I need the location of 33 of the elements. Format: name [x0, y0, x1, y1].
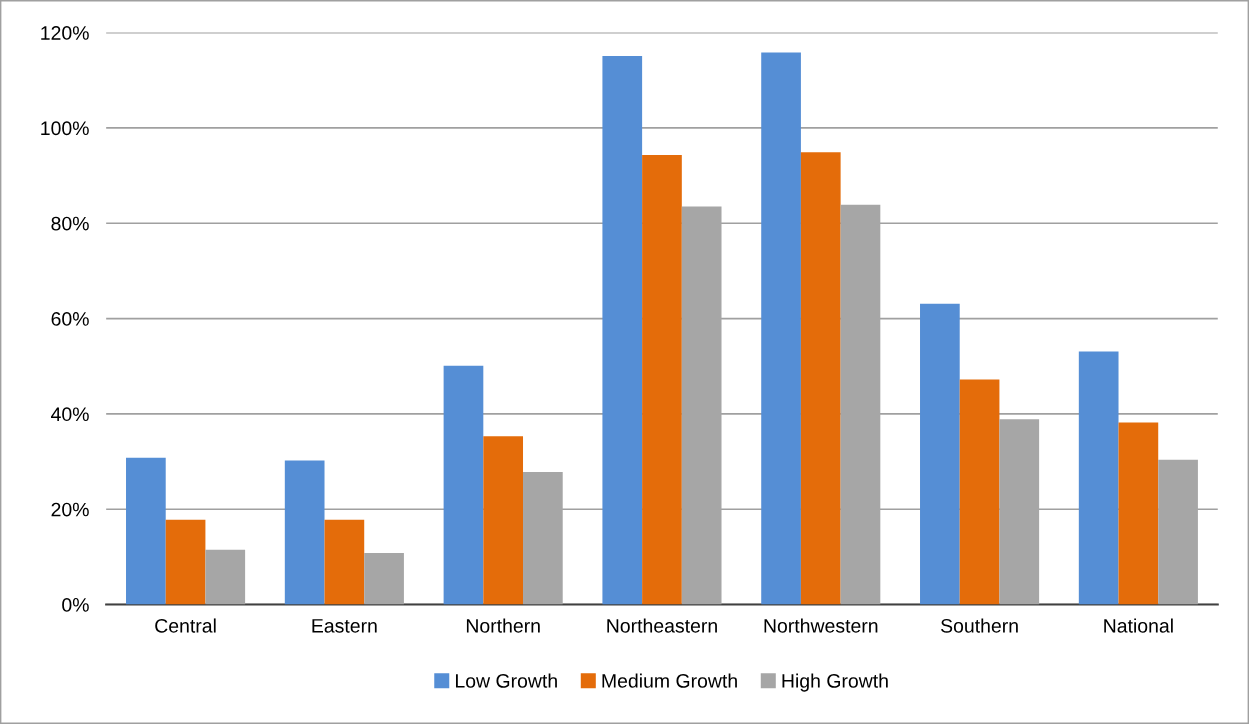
legend-label: Medium Growth: [602, 673, 737, 688]
bar: [205, 549, 246, 605]
y-tick-label: 80%: [51, 216, 89, 231]
x-tick-label: Central: [155, 618, 216, 633]
y-tick-label: 100%: [41, 121, 89, 136]
x-tick-label: Eastern: [312, 619, 377, 633]
bar: [165, 519, 206, 605]
bar: [959, 379, 1000, 605]
bar: [800, 152, 841, 605]
y-tick-label: 0%: [62, 598, 89, 612]
bar: [642, 155, 682, 605]
y-tick-label: 120%: [41, 26, 89, 40]
legend-label: Low Growth: [456, 673, 557, 688]
x-tick-label: Northern: [466, 618, 540, 633]
x-tick-label: National: [1104, 618, 1173, 633]
y-tick-label: 60%: [51, 312, 89, 326]
bar: [443, 365, 484, 605]
y-tick-label: 40%: [51, 407, 89, 422]
bar: [920, 303, 960, 605]
legend-label: High Growth: [782, 673, 888, 692]
bar: [126, 457, 166, 605]
bar: [1078, 351, 1119, 605]
x-tick-label: Northeastern: [607, 618, 717, 633]
bar: [364, 553, 404, 605]
bar: [761, 52, 801, 605]
x-tick-label: Northwestern: [764, 618, 878, 633]
bar: [1118, 422, 1159, 605]
bar: [324, 519, 365, 605]
y-tick-label: 20%: [51, 502, 89, 517]
x-tick-label: Southern: [941, 618, 1018, 633]
bar: [483, 436, 524, 605]
bar: [284, 460, 325, 605]
bar: [602, 55, 643, 605]
